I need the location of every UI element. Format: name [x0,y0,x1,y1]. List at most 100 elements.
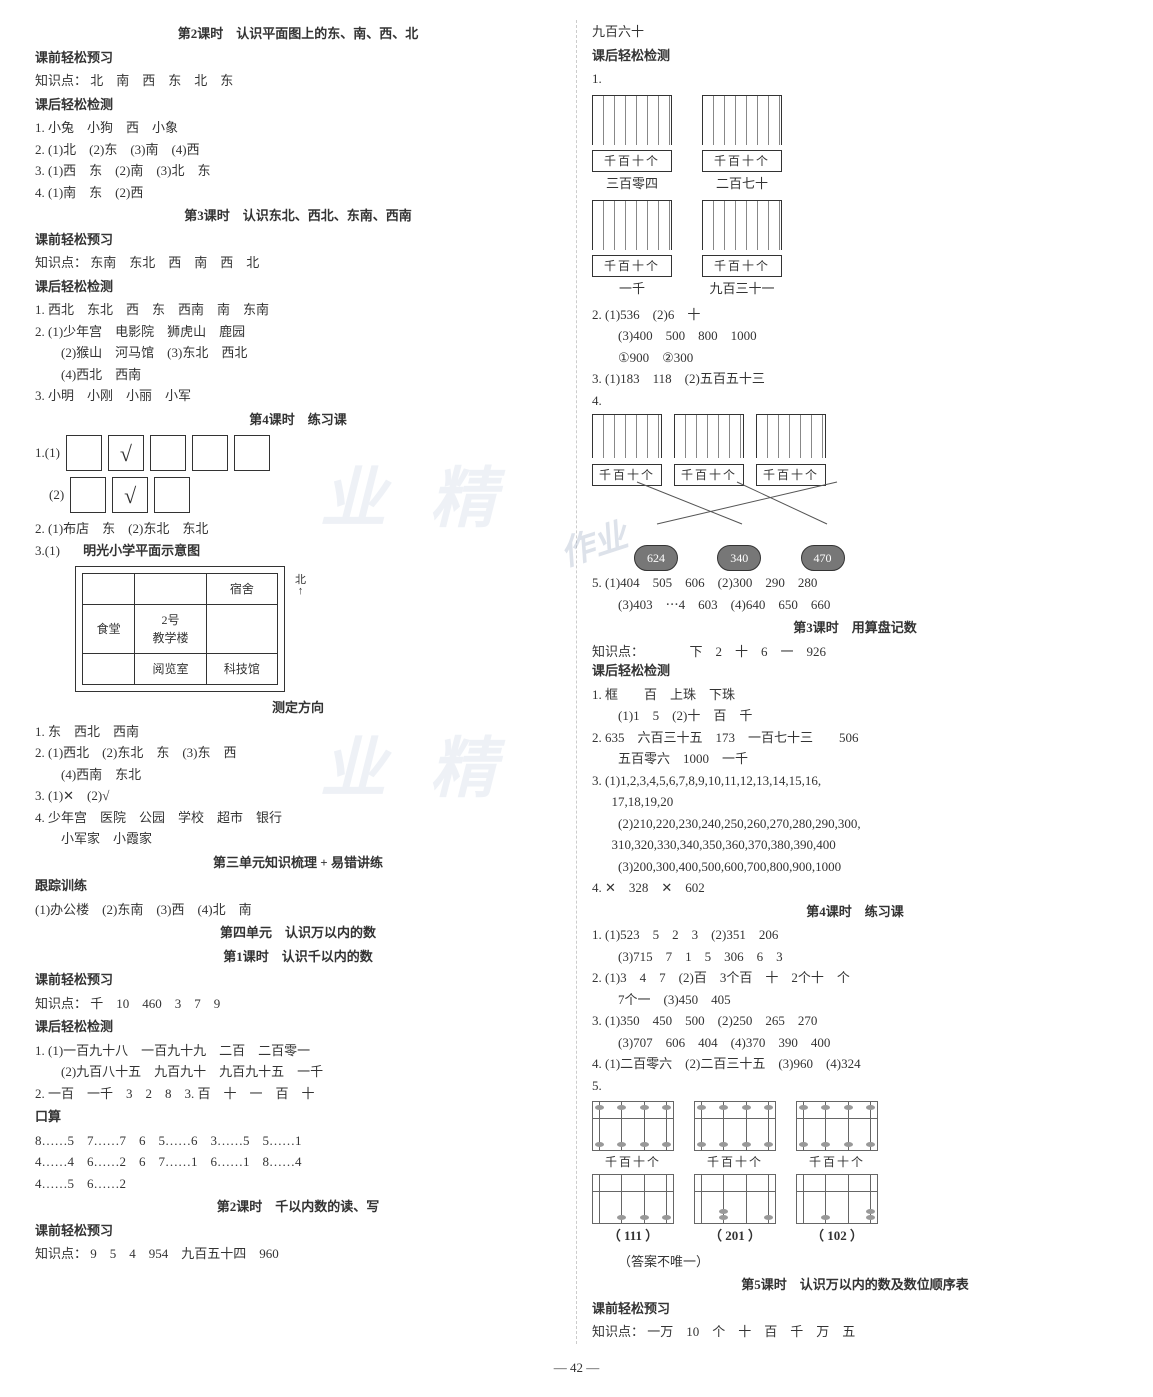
suanpan-block: 千百十个 （ 201 ） [694,1101,776,1246]
line: (3)200,300,400,500,600,700,800,900,1000 [592,857,1118,877]
suanpan-caption: （ 111 ） [592,1226,674,1246]
abacus-block: 千百十个 三百零四 [592,95,672,194]
line: 17,18,19,20 [592,792,1118,812]
left-column: 第2课时 认识平面图上的东、南、西、北 课前轻松预习 知识点： 北 南 西 东 … [20,20,577,1344]
line: 8……5 7……7 6 5……6 3……5 5……1 [35,1131,561,1151]
line: 3. (1)✕ (2)√ [35,786,561,806]
knowledge-point-sp: 知识点： 下 2 十 6 一 926 [592,642,1118,662]
cell-reading: 阅览室 [135,654,206,685]
abacus-icon [592,414,662,458]
line: 5. [592,1076,1118,1096]
lesson5-title: 第5课时 认识万以内的数及数位顺序表 [592,1275,1118,1295]
school-diagram-title: 明光小学平面示意图 [83,543,200,558]
suanpan-block: 千百十个 （ 111 ） [592,1101,674,1246]
abacus-labels: 千百十个 [592,150,672,172]
line: (1)办公楼 (2)东南 (3)西 (4)北 南 [35,900,561,920]
cloud-row: 624 340 470 [592,545,1118,571]
test-header-left: 课后轻松检测 [35,95,561,115]
abacus-row-2: 千百十个 一千 千百十个 九百三十一 [592,200,1118,299]
abacus-icon [702,200,782,250]
abacus-icon [592,200,672,250]
cloud-badge: 624 [634,545,678,571]
checkbox-checked: √ [108,435,144,471]
preview-header: 课前轻松预习 [35,48,561,68]
abacus-icon [702,95,782,145]
knowledge-point-2: 知识点： 北 南 西 东 北 东 [35,71,561,91]
suanpan-icon [694,1101,776,1151]
line: 4. [592,391,1118,411]
line: 2. (1)少年宫 电影院 狮虎山 鹿园 [35,322,561,342]
measure-header: 测定方向 [35,698,561,718]
line: (4)西北 西南 [35,365,561,385]
line: (3)715 7 1 5 306 6 3 [592,947,1118,967]
cell-building2: 2号 教学楼 [135,605,206,654]
right-column: 九百六十 课后轻松检测 1. 千百十个 三百零四 千百十个 二百七十 千百十个 … [577,20,1133,1344]
line: 小军家 小霞家 [35,829,561,849]
line: 4. (1)二百零六 (2)二百三十五 (3)960 (4)324 [592,1054,1118,1074]
suanpan-caption: （ 102 ） [796,1226,878,1246]
line: 4……4 6……2 6 7……1 6……1 8……4 [35,1152,561,1172]
suanpan-icon [592,1174,674,1224]
suanpan-caption: （ 201 ） [694,1226,776,1246]
line: 2. (1)536 (2)6 十 [592,305,1118,325]
preview-header-3: 课前轻松预习 [35,230,561,250]
line: ①900 ②300 [592,348,1118,368]
checkbox [150,435,186,471]
track-header: 跟踪训练 [35,876,561,896]
cb2-label: (2) [49,485,64,505]
line: 2. 635 六百三十五 173 一百七十三 506 [592,728,1118,748]
q1-label: 1. [592,69,1118,89]
preview-header-4-2: 课前轻松预习 [35,1221,561,1241]
checkbox-row-1: 1.(1) √ [35,435,561,471]
lesson3-title: 第3课时 认识东北、西北、东南、西南 [35,206,561,226]
test-header-3: 课后轻松检测 [35,277,561,297]
line: (3)400 500 800 1000 [592,326,1118,346]
line: 1. (1)523 5 2 3 (2)351 206 [592,925,1118,945]
suanpan-labels: 千百十个 [592,1153,674,1171]
line: 3. 小明 小刚 小丽 小军 [35,386,561,406]
checkbox [192,435,228,471]
line: 3. (1)350 450 500 (2)250 265 270 [592,1011,1118,1031]
preview-header-5: 课前轻松预习 [592,1299,1118,1319]
school-diagram: 北↑ 宿舍 食堂 2号 教学楼 阅览室 科技馆 [75,566,285,692]
abacus-icon [674,414,744,458]
checkbox [234,435,270,471]
line: 1. (1)一百九十八 一百九十九 二百 二百零一 [35,1041,561,1061]
line: 1. 框 百 上珠 下珠 [592,685,1118,705]
kousuan-header: 口算 [35,1107,561,1127]
page-number: — 42 — [20,1358,1133,1378]
line: 2. (1)北 (2)东 (3)南 (4)西 [35,140,561,160]
knowledge-point-4-2: 知识点： 9 5 4 954 九百五十四 960 [35,1244,561,1264]
line: (4)西南 东北 [35,765,561,785]
line: 4. (1)南 东 (2)西 [35,183,561,203]
suanpan-icon [592,1101,674,1151]
line: 2. (1)西北 (2)东北 东 (3)东 西 [35,743,561,763]
line: 4. 少年宫 医院 公园 学校 超市 银行 [35,808,561,828]
north-arrow-icon: 北↑ [295,575,306,597]
line: 3. (1)183 118 (2)五百五十三 [592,369,1118,389]
line: 2. 一百 一千 3 2 8 3. 百 十 一 百 十 [35,1084,561,1104]
knowledge-point-3: 知识点： 东南 东北 西 南 西 北 [35,253,561,273]
suanpan-icon [796,1101,878,1151]
line: (3)707 606 404 (4)370 390 400 [592,1033,1118,1053]
lesson4-title: 第4课时 练习课 [35,410,561,430]
cell-canteen: 食堂 [83,605,135,654]
abacus-icon [756,414,826,458]
abacus-row-1: 千百十个 三百零四 千百十个 二百七十 [592,95,1118,194]
line: 1. 东 西北 西南 [35,722,561,742]
unit3-summary-header: 第三单元知识梳理 + 易错讲练 [35,853,561,873]
line: 310,320,330,340,350,360,370,380,390,400 [592,835,1118,855]
line: (2)210,220,230,240,250,260,270,280,290,3… [592,814,1118,834]
line: (2)猴山 河马馆 (3)东北 西北 [35,343,561,363]
line: 7个一 (3)450 405 [592,990,1118,1010]
abacus-caption: 一千 [592,279,672,299]
line: 1. 小兔 小狗 西 小象 [35,118,561,138]
cloud-badge: 470 [801,545,845,571]
knowledge-point-4-1: 知识点： 千 10 460 3 7 9 [35,994,561,1014]
answer-note: （答案不唯一） [592,1252,1118,1272]
line: 2. (1)布店 东 (2)东北 东北 [35,519,561,539]
line: 3. (1)1,2,3,4,5,6,7,8,9,10,11,12,13,14,1… [592,771,1118,791]
line: 4……5 6……2 [35,1174,561,1194]
line: 3. (1)西 东 (2)南 (3)北 东 [35,161,561,181]
line: 2. (1)3 4 7 (2)百 3个百 十 2个十 个 [592,968,1118,988]
